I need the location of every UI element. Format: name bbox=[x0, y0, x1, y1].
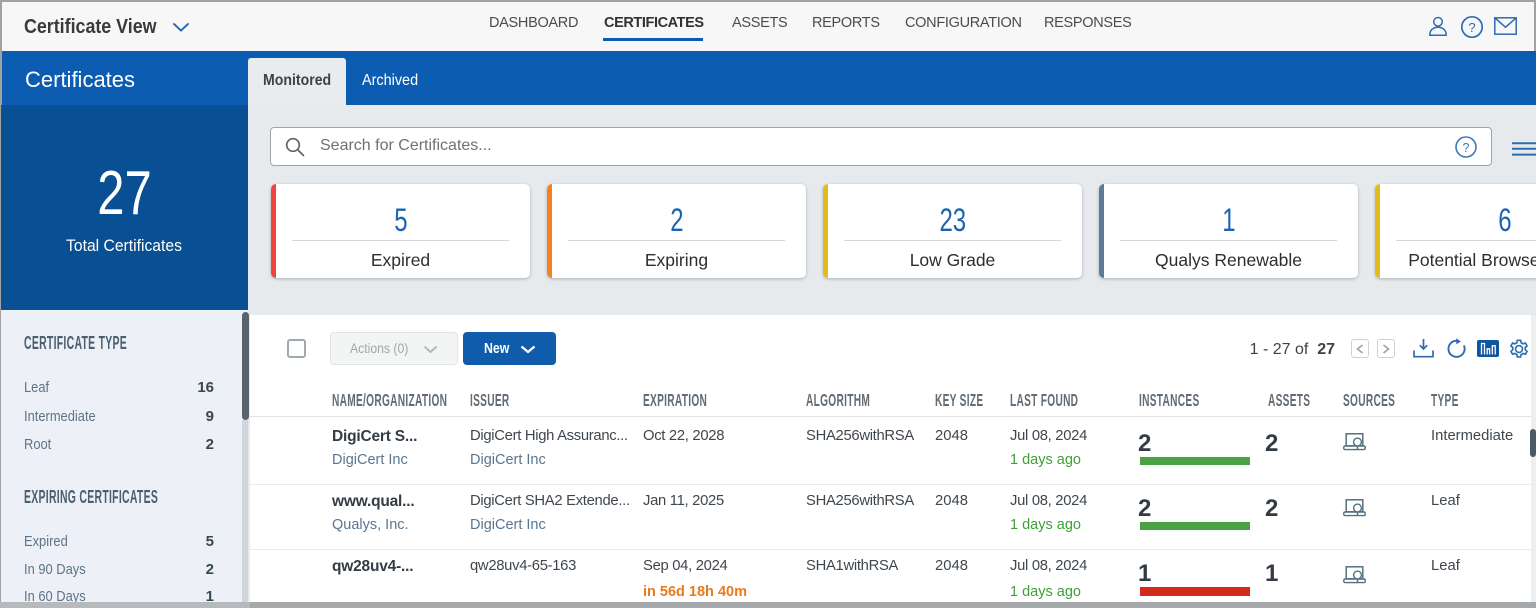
svg-text:?: ? bbox=[1463, 141, 1470, 155]
svg-text:?: ? bbox=[1468, 20, 1475, 35]
